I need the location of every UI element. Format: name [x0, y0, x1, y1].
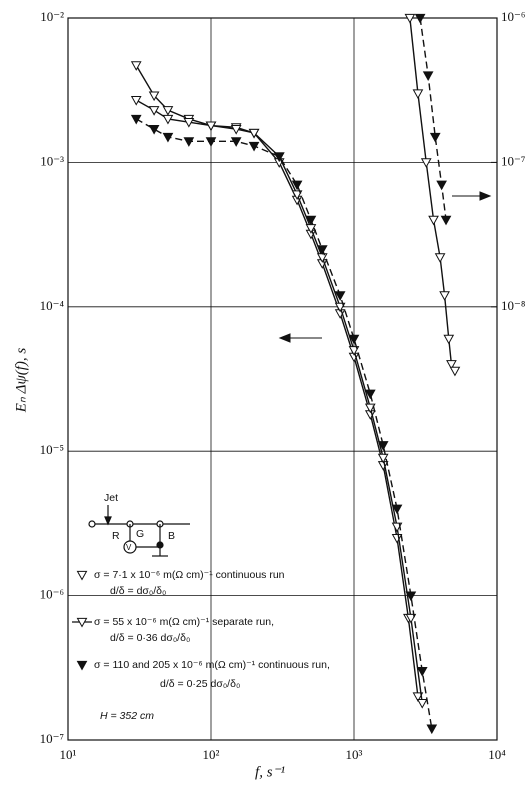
diagram-label: R [112, 530, 120, 542]
y-tick-label: 10⁻² [40, 9, 64, 24]
data-point [364, 389, 376, 400]
data-point [248, 141, 260, 152]
axis-arrows [278, 191, 492, 343]
data-point [334, 302, 346, 313]
data-point [416, 667, 428, 677]
series-line [419, 17, 447, 220]
x-tick-label: 10⁴ [488, 747, 506, 762]
legend-marker [76, 570, 88, 581]
data-point [420, 158, 432, 168]
data-point [405, 613, 417, 624]
data-point [422, 71, 434, 81]
data-point [305, 215, 317, 226]
data-point [412, 89, 424, 100]
annotation: H = 352 cm [100, 710, 154, 722]
data-point [183, 118, 195, 128]
data-point [148, 125, 160, 135]
data-point [429, 132, 441, 143]
data-point [334, 291, 346, 301]
data-point [162, 106, 174, 116]
legend-note: d/δ = 0·36 dσ₀/δ₀ [110, 632, 190, 644]
data-point [162, 114, 174, 125]
data-point [291, 180, 303, 191]
data-point [416, 699, 428, 709]
data-point [440, 215, 452, 226]
y2-tick-label: 10⁻⁸ [501, 298, 526, 313]
data-point [130, 61, 142, 71]
data-point [230, 137, 242, 147]
data-point [364, 403, 376, 414]
data-point [443, 334, 455, 345]
y-tick-label: 10⁻⁴ [40, 298, 65, 313]
data-point [412, 692, 424, 703]
diagram-label: Jet [104, 492, 118, 504]
circuit-diagram [88, 505, 190, 557]
data-point [130, 96, 142, 106]
data-point [426, 724, 438, 735]
data-point [414, 13, 426, 24]
x-tick-label: 10² [203, 747, 220, 762]
data-point [436, 180, 447, 191]
y2-tick-label: 10⁻⁶ [501, 9, 525, 24]
y-axis-label: Eₙ Δψ(f), s [13, 348, 29, 414]
legend-marker [76, 660, 88, 671]
series-line [135, 99, 423, 704]
data-point [348, 334, 360, 345]
series-line [409, 17, 456, 372]
diagram-label: V [126, 543, 132, 552]
legend-label: σ = 110 and 205 x 10⁻⁶ m(Ω cm)⁻¹ continu… [94, 659, 330, 671]
data-point [148, 106, 160, 116]
data-point [377, 453, 389, 464]
data-point [377, 441, 389, 451]
diagram-label: G [136, 528, 144, 540]
y2-tick-label: 10⁻⁷ [501, 153, 525, 168]
y-tick-label: 10⁻³ [40, 153, 64, 168]
y-tick-label: 10⁻⁵ [40, 442, 64, 457]
legend-note: d/δ = dσ₀/δ₀ [110, 585, 166, 597]
data-point [148, 91, 160, 102]
x-axis-label: f, s⁻¹ [255, 764, 285, 780]
data-point [439, 291, 450, 301]
data-point [391, 504, 403, 515]
data-point [434, 253, 446, 263]
data-point [404, 13, 416, 24]
x-tick-label: 10³ [346, 747, 363, 762]
data-point [291, 190, 303, 200]
x-tick-label: 10¹ [60, 747, 77, 762]
y-tick-label: 10⁻⁷ [40, 731, 64, 746]
data-point [130, 114, 142, 125]
legend-label: σ = 55 x 10⁻⁶ m(Ω cm)⁻¹ separate run, [94, 616, 274, 628]
data-point [391, 534, 403, 544]
legend-label: σ = 7·1 x 10⁻⁶ m(Ω cm)⁻¹ continuous run [94, 569, 285, 581]
data-point [205, 121, 217, 132]
data-point [230, 125, 242, 135]
data-point [446, 360, 457, 370]
data-point [248, 128, 260, 139]
legend-marker [76, 617, 88, 628]
data-point [273, 152, 285, 162]
data-point [428, 215, 439, 226]
diagram-label: B [168, 530, 175, 542]
data-point [316, 245, 328, 255]
data-point [183, 137, 195, 147]
data-point [205, 137, 217, 147]
legend-note: d/δ = 0·25 dσ₀/δ₀ [160, 678, 240, 690]
data-point [449, 366, 461, 377]
data-point [405, 591, 417, 602]
y-tick-label: 10⁻⁶ [40, 587, 64, 602]
data-point [162, 132, 174, 143]
